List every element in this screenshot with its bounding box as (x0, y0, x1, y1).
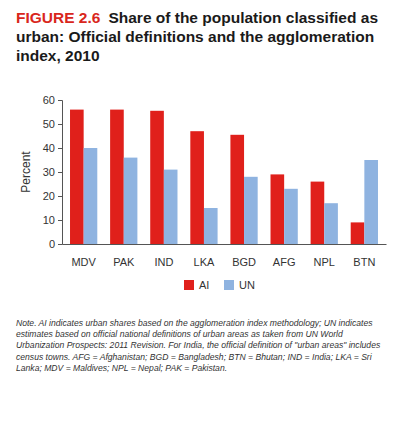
y-tick-label: 30 (43, 166, 55, 178)
bar (364, 160, 378, 244)
x-axis-line (63, 244, 387, 245)
x-tick-label: BGD (232, 256, 256, 268)
x-tick: LKA (194, 244, 215, 268)
x-tick-label: BTN (353, 256, 375, 268)
y-axis-title: Percent (19, 151, 33, 193)
figure-label: FIGURE 2.6 (16, 9, 100, 26)
y-tick-mark (58, 196, 62, 197)
y-tick: 50 (43, 118, 62, 130)
x-tick: MDV (71, 244, 96, 268)
y-tick: 30 (43, 166, 62, 178)
bar (190, 131, 204, 244)
bar (284, 189, 298, 244)
bar (204, 208, 218, 244)
bar (324, 203, 338, 244)
x-tick: AFG (273, 244, 296, 268)
bar (244, 177, 258, 244)
bar (311, 182, 325, 244)
bar (230, 135, 244, 244)
y-tick: 40 (43, 142, 62, 154)
bar (351, 222, 365, 244)
x-tick-label: MDV (71, 256, 96, 268)
bar (84, 148, 98, 244)
bar (124, 158, 138, 244)
x-tick: BGD (232, 244, 256, 268)
y-tick-label: 20 (43, 190, 55, 202)
legend: AI UN (184, 279, 255, 291)
y-tick-mark (58, 172, 62, 173)
x-tick-label: AFG (273, 256, 296, 268)
y-tick: 10 (43, 214, 62, 226)
x-tick-label: NPL (314, 256, 335, 268)
legend-swatch (224, 280, 234, 290)
y-tick-mark (58, 244, 62, 245)
legend-swatch (184, 280, 194, 290)
bar (150, 111, 164, 244)
y-tick: 20 (43, 190, 62, 202)
y-axis: 0 10 20 30 40 50 60 (43, 94, 63, 250)
y-axis-line (58, 101, 63, 245)
x-tick: NPL (314, 244, 335, 268)
y-tick-mark (58, 124, 62, 125)
y-tick-mark (58, 148, 62, 149)
note: Note. AI indicates urban shares based on… (16, 318, 392, 374)
x-tick-label: PAK (113, 256, 135, 268)
y-tick-label: 10 (43, 214, 55, 226)
y-tick-label: 50 (43, 118, 55, 130)
y-tick: 60 (43, 94, 62, 106)
y-tick-label: 0 (49, 238, 55, 250)
bars (70, 110, 378, 244)
x-tick: PAK (113, 244, 135, 268)
x-tick-label: IND (154, 256, 173, 268)
bar (70, 110, 84, 244)
y-tick-mark (58, 220, 62, 221)
bar (110, 110, 124, 244)
x-tick-label: LKA (194, 256, 215, 268)
y-tick-mark (58, 100, 62, 101)
y-tick: 0 (49, 238, 62, 250)
x-tick: BTN (353, 244, 375, 268)
x-axis: MDV PAK IND LKA BGD AFG NPL BTN (63, 244, 387, 268)
y-tick-label: 60 (43, 94, 55, 106)
bar (271, 174, 285, 244)
x-tick: IND (154, 244, 173, 268)
title-block: FIGURE 2.6Share of the population classi… (16, 8, 394, 65)
bar (164, 170, 178, 244)
legend-label: UN (239, 279, 255, 291)
legend-label: AI (199, 279, 209, 291)
y-tick-label: 40 (43, 142, 55, 154)
